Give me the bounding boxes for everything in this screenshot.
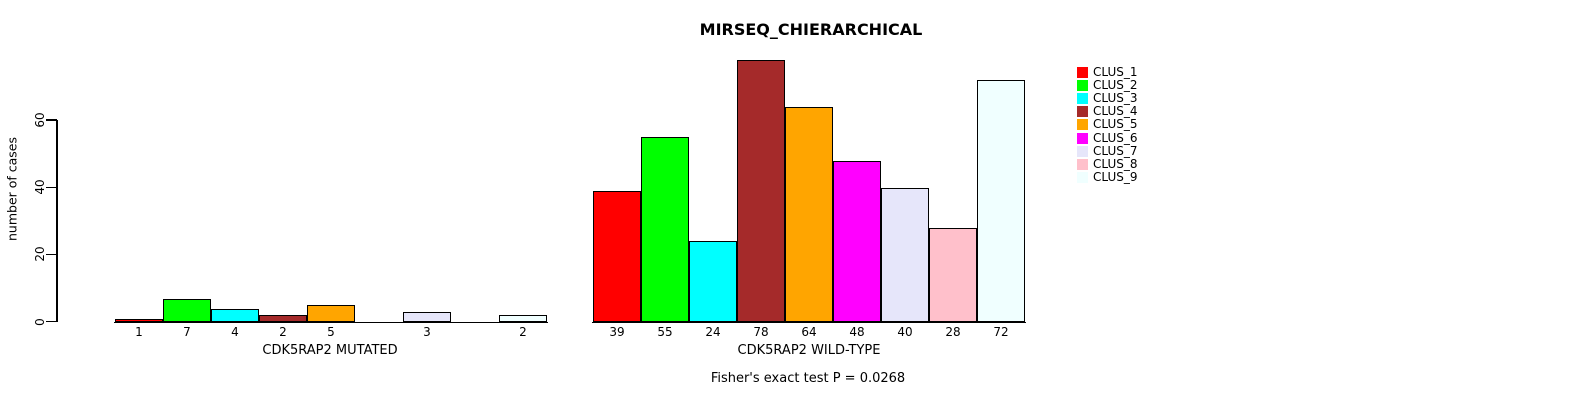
legend-swatch bbox=[1077, 67, 1088, 78]
group-baseline bbox=[592, 321, 1026, 323]
legend-label: CLUS_9 bbox=[1093, 169, 1138, 184]
bar-clus_5 bbox=[307, 305, 355, 322]
legend-item-clus_8: CLUS_8 bbox=[1077, 156, 1138, 171]
bar-value-label: 55 bbox=[657, 325, 673, 339]
y-tick-label: 0 bbox=[33, 317, 47, 326]
bar-value-label: 5 bbox=[327, 325, 335, 339]
group-label-wild-type: CDK5RAP2 WILD-TYPE bbox=[737, 343, 881, 358]
y-tick-mark bbox=[46, 119, 57, 121]
bar-clus_3 bbox=[689, 241, 737, 322]
bar-clus_7 bbox=[881, 187, 929, 322]
bar-value-label: 3 bbox=[423, 325, 431, 339]
y-tick-mark bbox=[46, 320, 57, 323]
bar-value-label: 64 bbox=[801, 325, 817, 339]
legend-swatch bbox=[1077, 119, 1088, 131]
bar-clus_9 bbox=[977, 80, 1025, 322]
legend-item-clus_9: CLUS_9 bbox=[1077, 169, 1138, 184]
bar-value-label: 4 bbox=[231, 325, 239, 339]
bar-clus_5 bbox=[785, 107, 833, 322]
legend-item-clus_1: CLUS_1 bbox=[1077, 66, 1138, 79]
y-tick-label: 60 bbox=[33, 112, 47, 128]
legend-label: CLUS_3 bbox=[1093, 91, 1138, 106]
legend-label: CLUS_5 bbox=[1093, 117, 1138, 132]
bar-value-label: 28 bbox=[945, 325, 961, 339]
bar-clus_6 bbox=[833, 160, 881, 322]
bar-value-label: 78 bbox=[753, 325, 769, 339]
legend-label: CLUS_6 bbox=[1093, 130, 1138, 145]
bar-value-label: 1 bbox=[135, 325, 143, 339]
bar-value-label: 48 bbox=[849, 325, 865, 339]
y-tick-mark bbox=[46, 253, 57, 256]
fisher-test-annotation: Fisher's exact test P = 0.0268 bbox=[710, 371, 906, 386]
legend-swatch bbox=[1077, 80, 1088, 92]
bar-value-label: 2 bbox=[519, 325, 527, 339]
bar-clus_4 bbox=[737, 60, 785, 322]
legend-item-clus_4: CLUS_4 bbox=[1077, 105, 1138, 118]
bar-clus_4 bbox=[259, 315, 307, 322]
bar-clus_3 bbox=[211, 308, 259, 322]
y-axis-line bbox=[56, 120, 58, 322]
legend-item-clus_7: CLUS_7 bbox=[1077, 143, 1138, 158]
bar-value-label: 7 bbox=[183, 325, 191, 339]
y-tick-label: 20 bbox=[33, 246, 47, 263]
y-axis-label: number of cases bbox=[4, 136, 20, 242]
bar-clus_1 bbox=[593, 191, 641, 322]
legend-item-clus_2: CLUS_2 bbox=[1077, 79, 1138, 92]
bar-value-label: 40 bbox=[897, 325, 913, 339]
legend-label: CLUS_1 bbox=[1093, 65, 1138, 79]
bar-value-label: 24 bbox=[705, 325, 721, 339]
bar-clus_7 bbox=[403, 311, 451, 322]
legend-swatch bbox=[1077, 145, 1088, 157]
legend-swatch bbox=[1077, 132, 1088, 144]
legend-label: CLUS_2 bbox=[1093, 78, 1138, 93]
y-tick-label: 40 bbox=[33, 179, 47, 195]
legend-swatch bbox=[1077, 93, 1088, 105]
bar-clus_2 bbox=[641, 137, 689, 322]
bar-clus_9 bbox=[499, 315, 547, 322]
group-baseline bbox=[114, 321, 548, 323]
legend-label: CLUS_7 bbox=[1093, 143, 1138, 158]
legend-item-clus_5: CLUS_5 bbox=[1077, 118, 1138, 131]
y-tick-mark bbox=[46, 186, 57, 189]
bar-clus_2 bbox=[163, 298, 211, 322]
legend-swatch bbox=[1077, 158, 1088, 170]
bar-value-label: 39 bbox=[609, 325, 625, 339]
legend-item-clus_6: CLUS_6 bbox=[1077, 130, 1138, 145]
chart-title: MIRSEQ_CHIERARCHICAL bbox=[699, 20, 923, 39]
legend-label: CLUS_4 bbox=[1093, 104, 1138, 119]
legend-item-clus_3: CLUS_3 bbox=[1077, 92, 1138, 105]
legend-label: CLUS_8 bbox=[1093, 156, 1138, 171]
bar-value-label: 72 bbox=[993, 325, 1009, 339]
bar-value-label: 2 bbox=[279, 325, 287, 339]
legend-swatch bbox=[1077, 171, 1088, 183]
group-label-mutated: CDK5RAP2 MUTATED bbox=[262, 343, 398, 358]
bar-clus_8 bbox=[929, 228, 977, 322]
bar-clus_1 bbox=[115, 318, 163, 322]
legend-swatch bbox=[1077, 106, 1088, 118]
